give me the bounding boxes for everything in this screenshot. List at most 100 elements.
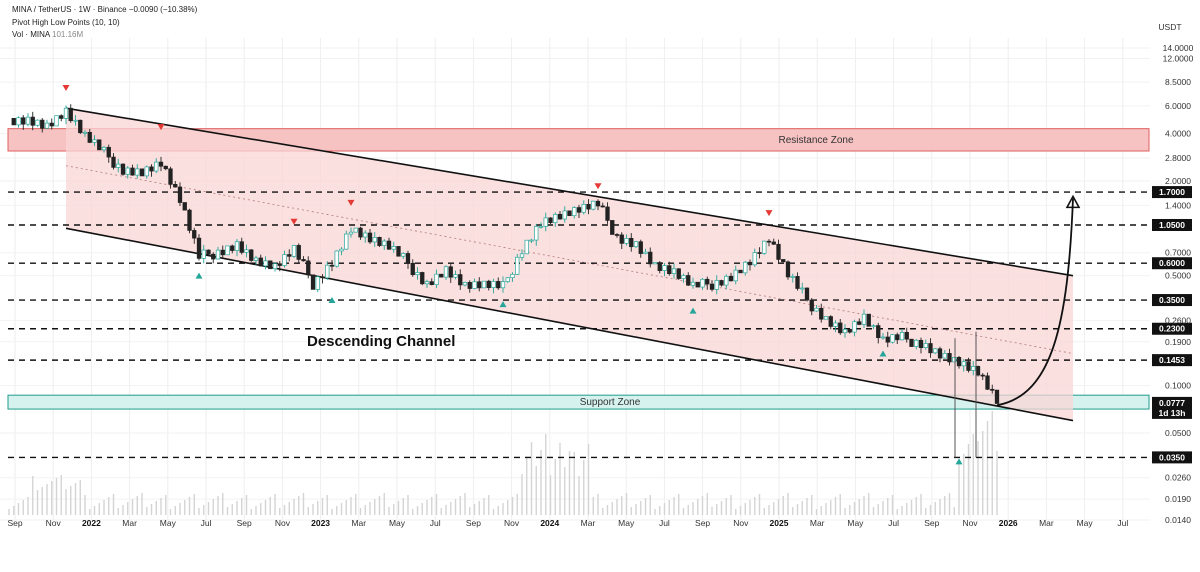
candle-body bbox=[272, 263, 278, 270]
candle-body bbox=[453, 274, 458, 278]
x-tick-label: May bbox=[160, 518, 177, 528]
symbol-text: MINA / TetherUS · 1W · Binance bbox=[12, 5, 127, 14]
candle-body bbox=[662, 265, 667, 271]
candle-body bbox=[548, 217, 553, 224]
projection-arrow bbox=[996, 198, 1074, 407]
y-tick-label: 12.0000 bbox=[1163, 54, 1194, 64]
candle-body bbox=[975, 366, 981, 376]
candle-body bbox=[614, 234, 620, 236]
candle-body bbox=[496, 281, 501, 289]
candle-body bbox=[899, 332, 905, 341]
channel-lower-line bbox=[65, 227, 1074, 422]
candle-body bbox=[586, 203, 591, 210]
candle-body bbox=[486, 280, 491, 288]
y-tick-label: 8.5000 bbox=[1165, 77, 1191, 87]
candle-body bbox=[524, 239, 529, 255]
current-price-tag bbox=[1152, 396, 1192, 419]
candle-body bbox=[334, 250, 339, 267]
price-level-tag-text: 0.1453 bbox=[1159, 355, 1185, 365]
y-tick-label: 0.1900 bbox=[1165, 337, 1191, 347]
candle-body bbox=[230, 245, 235, 251]
channel-layer bbox=[65, 107, 1074, 422]
candle-body bbox=[377, 237, 382, 246]
price-level-tag-text: 0.6000 bbox=[1159, 258, 1185, 268]
y-tick-label: 2.8000 bbox=[1165, 153, 1191, 163]
candle-body bbox=[671, 268, 677, 275]
candle-body bbox=[187, 209, 192, 231]
candle-body bbox=[690, 281, 696, 286]
pivot-low-marker bbox=[955, 458, 963, 465]
y-tick-label: 4.0000 bbox=[1165, 129, 1191, 139]
candle-body bbox=[595, 200, 601, 207]
candle-body bbox=[386, 240, 392, 250]
support-zone-label: Support Zone bbox=[580, 397, 641, 408]
candle-body bbox=[401, 253, 406, 257]
candle-body bbox=[367, 232, 373, 243]
candle-body bbox=[291, 245, 297, 257]
candle-body bbox=[329, 264, 335, 267]
candle-body bbox=[282, 254, 287, 266]
candle-body bbox=[971, 366, 976, 371]
candle-body bbox=[918, 339, 924, 348]
candle-body bbox=[491, 281, 496, 288]
candle-body bbox=[743, 261, 748, 274]
volume-label: Vol · MINA bbox=[12, 30, 50, 39]
candle-body bbox=[116, 163, 121, 168]
candle-body bbox=[424, 281, 430, 285]
candle-body bbox=[600, 205, 605, 208]
candle-body bbox=[448, 266, 453, 278]
candle-body bbox=[966, 361, 971, 371]
descending-channel-label: Descending Channel bbox=[307, 333, 455, 350]
price-level-tag-text: 0.0350 bbox=[1159, 452, 1185, 462]
candle-body bbox=[776, 243, 781, 260]
y-tick-label: 2.0000 bbox=[1165, 176, 1191, 186]
candle-body bbox=[173, 184, 178, 188]
y-tick-label: 0.5000 bbox=[1165, 271, 1191, 281]
candle-body bbox=[439, 273, 444, 278]
y-axis-currency-label: USDT bbox=[1158, 22, 1181, 32]
candle-body bbox=[785, 261, 791, 278]
countdown-text: 1d 13h bbox=[1159, 408, 1186, 418]
candle-body bbox=[990, 388, 995, 391]
candle-body bbox=[738, 269, 743, 274]
candle-body bbox=[909, 338, 914, 347]
price-level-tag bbox=[1152, 294, 1192, 307]
candle-body bbox=[804, 287, 810, 301]
candle-body bbox=[177, 186, 183, 203]
pivot-low-marker bbox=[689, 307, 697, 314]
pivot-high-marker bbox=[594, 183, 602, 190]
candle-body bbox=[30, 116, 35, 126]
candle-body bbox=[667, 265, 672, 275]
candle-body bbox=[472, 281, 477, 289]
candle-body bbox=[130, 167, 135, 176]
candle-body bbox=[320, 276, 325, 279]
candle-body bbox=[681, 275, 686, 279]
pivot-high-marker bbox=[347, 199, 355, 206]
candle-body bbox=[871, 325, 876, 327]
candle-body bbox=[676, 268, 681, 279]
candle-body bbox=[994, 389, 1000, 404]
pivot-high-marker bbox=[290, 218, 298, 225]
candle-body bbox=[928, 343, 933, 354]
x-tick-label: Nov bbox=[504, 518, 520, 528]
pivot-low-marker bbox=[879, 350, 887, 357]
candle-body bbox=[306, 260, 311, 276]
candle-body bbox=[553, 213, 558, 224]
candle-body bbox=[339, 248, 344, 252]
candle-body bbox=[619, 234, 624, 244]
x-tick-label: May bbox=[1077, 518, 1094, 528]
y-tick-label: 6.0000 bbox=[1165, 101, 1191, 111]
candle-body bbox=[686, 275, 691, 286]
candle-body bbox=[952, 356, 957, 363]
candle-body bbox=[101, 146, 107, 151]
candle-body bbox=[358, 227, 363, 238]
candle-body bbox=[25, 116, 31, 125]
candle-body bbox=[44, 122, 50, 129]
candle-body bbox=[852, 321, 857, 333]
candle-body bbox=[937, 348, 943, 359]
candle-body bbox=[876, 325, 881, 339]
y-tick-label: 1.4000 bbox=[1165, 200, 1191, 210]
candle-body bbox=[823, 316, 829, 320]
candle-body bbox=[576, 207, 582, 213]
